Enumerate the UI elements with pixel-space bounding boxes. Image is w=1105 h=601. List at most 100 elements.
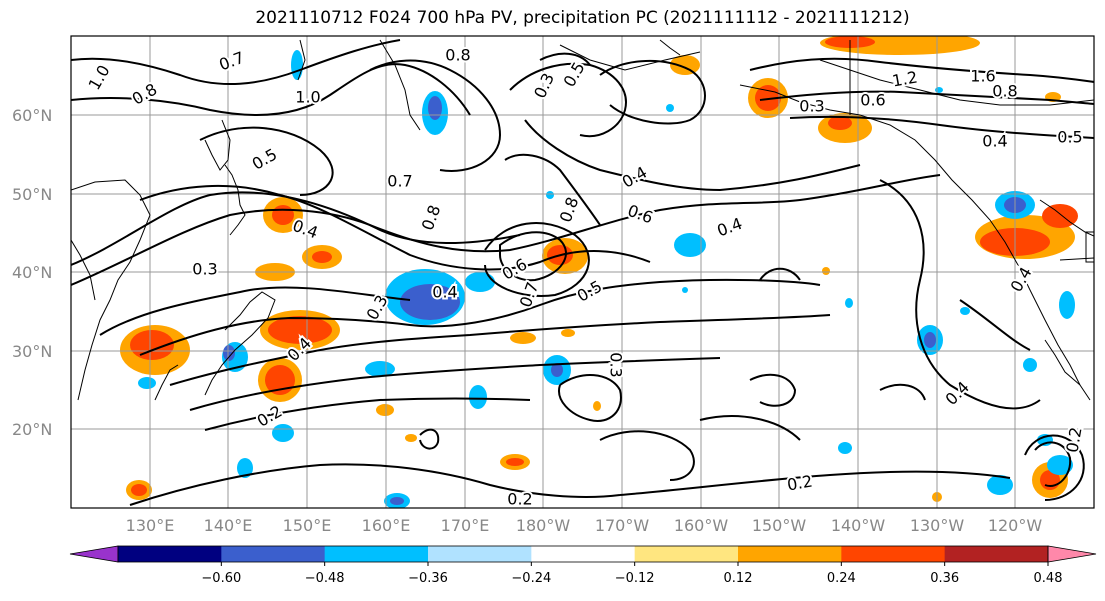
colorbar-tick-label: 0.12 [724, 571, 753, 586]
precip-blob [365, 361, 395, 377]
precip-blob [272, 205, 294, 225]
precip-blob [960, 307, 970, 315]
pv-contours [71, 39, 1094, 506]
contour-label: 0.5 [1057, 128, 1082, 147]
contour-label: 0.2 [1062, 426, 1085, 454]
colorbar: −0.60 −0.48 −0.36 −0.24 −0.12 0.12 0.24 0.36 0.4… [69, 545, 1097, 586]
lon-label-170e: 170°E [441, 516, 490, 535]
contour-label: 0.6 [860, 91, 885, 110]
precip-blob [682, 287, 688, 293]
lon-label-130e: 130°E [126, 516, 175, 535]
precip-blob [987, 475, 1013, 495]
colorbar-tick-label: 0.24 [827, 571, 856, 586]
precip-blob [428, 96, 442, 120]
lon-label-180w: 180°W [516, 516, 571, 535]
contour-label: 0.4 [432, 283, 457, 302]
colorbar-tick-label: −0.12 [615, 571, 655, 586]
colorbar-ticks: −0.60 −0.48 −0.36 −0.24 −0.12 0.12 0.24 0.36 0.4… [201, 562, 1063, 586]
contour-label: 0.3 [799, 97, 824, 116]
colorbar-segments [69, 545, 1097, 563]
precip-blob [828, 116, 852, 130]
contour-label: 0.4 [982, 132, 1007, 151]
precip-blob [845, 298, 853, 308]
colorbar-tick-label: 0.36 [930, 571, 959, 586]
colorbar-segment [531, 546, 636, 562]
lon-label-160e: 160°E [362, 516, 411, 535]
contour-label: 0.7 [387, 172, 412, 191]
precip-blob [1042, 204, 1078, 228]
colorbar-frame [117, 545, 1049, 563]
precip-blob [551, 363, 563, 377]
precip-blob [506, 458, 524, 466]
precip-blob [593, 401, 601, 411]
colorbar-tick-label: −0.36 [408, 571, 448, 586]
precip-blob [1059, 291, 1075, 319]
lon-label-130w: 130°W [910, 516, 965, 535]
map-plot-area: 1.00.80.7 0.80.3 0.5 1.2 1.60.80.60.30.4 0.51… [71, 36, 1094, 509]
precip-blob [130, 330, 174, 360]
lon-label-140e: 140°E [204, 516, 253, 535]
colorbar-tick-label: −0.24 [511, 571, 551, 586]
coastlines [71, 39, 1094, 401]
lon-label-170w: 170°W [595, 516, 650, 535]
precip-blob [935, 87, 943, 93]
precip-blob [838, 442, 852, 454]
precip-blob [469, 385, 487, 409]
colorbar-segment [738, 546, 842, 562]
precip-blob [291, 50, 303, 80]
map-title: 2021110712 F024 700 hPa PV, precipitatio… [255, 8, 910, 28]
precip-blob [1047, 455, 1073, 475]
precip-blob [223, 345, 235, 361]
contour-label: 0.2 [507, 490, 532, 509]
precip-blob [312, 251, 332, 263]
colorbar-segment [118, 546, 222, 562]
precip-blob [131, 484, 147, 496]
latitude-labels: 60°N 50°N 40°N 30°N 20°N [12, 106, 52, 439]
precip-blob [268, 316, 332, 344]
lon-label-150w: 150°W [752, 516, 807, 535]
colorbar-segment [841, 546, 946, 562]
precip-blob [510, 332, 536, 344]
lon-label-150e: 150°E [283, 516, 332, 535]
contour-label: 0.8 [992, 82, 1017, 101]
precip-blob [272, 424, 294, 442]
precip-blob [561, 329, 575, 337]
precip-blob [376, 404, 394, 416]
lat-label-30n: 30°N [12, 342, 52, 361]
lon-label-120w: 120°W [988, 516, 1043, 535]
contour-label: 1.0 [295, 88, 320, 107]
precip-blob [822, 267, 830, 275]
colorbar-max-arrow [1047, 545, 1097, 563]
precip-blob [138, 377, 156, 389]
longitude-labels: 130°E 140°E 150°E 160°E 170°E 180°W 170°… [126, 516, 1043, 535]
precip-blob [465, 272, 495, 292]
precip-blob [666, 104, 674, 112]
lat-label-60n: 60°N [12, 106, 52, 125]
colorbar-segment [221, 546, 326, 562]
lat-label-50n: 50°N [12, 185, 52, 204]
colorbar-tick-label: −0.60 [201, 571, 241, 586]
precip-blob [670, 55, 700, 75]
lat-label-20n: 20°N [12, 420, 52, 439]
contour-label: 1.6 [970, 67, 995, 86]
lat-label-40n: 40°N [12, 263, 52, 282]
colorbar-tick-label: 0.48 [1034, 571, 1063, 586]
contour-label: 0.3 [192, 260, 217, 279]
colorbar-tick-label: −0.48 [305, 571, 345, 586]
lon-label-160w: 160°W [674, 516, 729, 535]
precip-blob [1023, 358, 1037, 372]
colorbar-segment [428, 546, 532, 562]
colorbar-segment [634, 546, 739, 562]
precip-blob [237, 458, 253, 478]
contour-label: 0.8 [445, 46, 470, 65]
colorbar-segment [324, 546, 429, 562]
lon-label-140w: 140°W [831, 516, 886, 535]
precip-blob [924, 332, 936, 348]
precip-blob [390, 497, 404, 505]
colorbar-min-arrow [69, 545, 119, 563]
colorbar-segment [944, 546, 1049, 562]
precip-blob [546, 191, 554, 199]
contour-label: 0.3 [607, 352, 626, 377]
map-frame [70, 35, 1095, 509]
